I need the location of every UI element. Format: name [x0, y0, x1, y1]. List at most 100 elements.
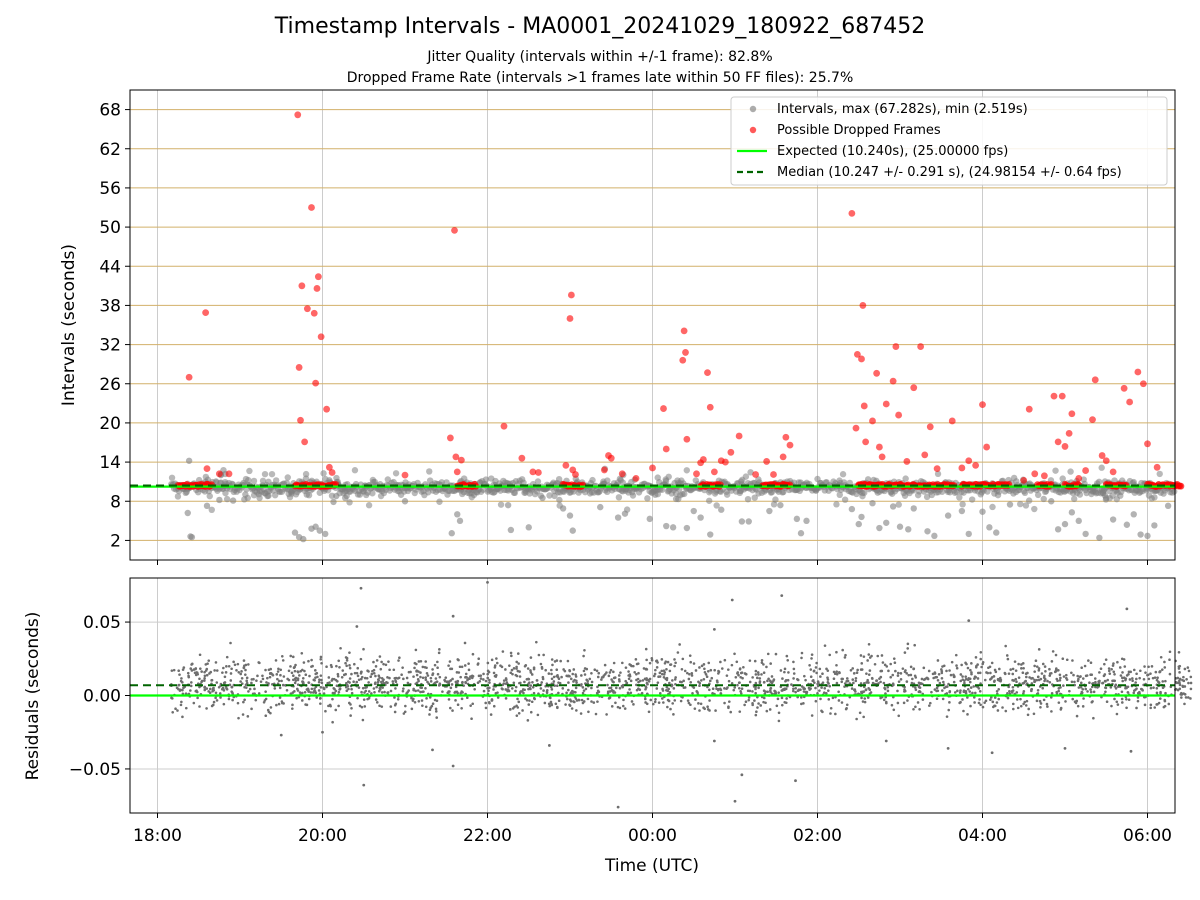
interval-point: [497, 501, 505, 508]
residual-point: [282, 675, 286, 678]
residual-point: [1017, 662, 1020, 666]
residual-point: [706, 705, 709, 708]
residual-point: [734, 675, 738, 679]
interval-point: [896, 523, 904, 530]
residual-point: [559, 659, 562, 663]
residual-point: [600, 676, 604, 679]
interval-point: [552, 480, 560, 487]
residual-point: [717, 672, 720, 675]
residual-point: [1142, 677, 1146, 681]
residual-point: [762, 681, 766, 684]
interval-point: [203, 502, 211, 510]
residual-point: [1034, 659, 1038, 663]
residual-point: [595, 669, 599, 673]
residual-point: [827, 689, 830, 692]
residual-point: [820, 686, 823, 689]
dropped-frame-point: [534, 469, 542, 476]
residual-point: [1125, 607, 1129, 611]
residual-point: [680, 667, 684, 671]
residual-point: [293, 690, 296, 693]
residual-point: [862, 690, 866, 693]
residual-point: [1114, 687, 1118, 690]
residual-point: [687, 677, 691, 681]
residual-point: [664, 660, 668, 663]
residual-point: [758, 680, 762, 683]
residual-point: [1076, 704, 1080, 708]
residual-point: [940, 676, 944, 680]
residual-point: [917, 681, 921, 685]
residual-point: [655, 666, 659, 669]
residual-point: [210, 704, 214, 708]
residual-point: [945, 715, 949, 718]
residual-point: [884, 692, 887, 695]
residual-point: [784, 679, 787, 683]
residual-point: [998, 667, 1001, 671]
residual-point: [959, 689, 962, 692]
residual-point: [840, 701, 844, 704]
interval-point: [555, 475, 563, 483]
residual-point: [402, 677, 405, 681]
residual-point: [316, 675, 319, 679]
residual-point: [429, 706, 432, 710]
residual-point: [494, 673, 498, 677]
dropped-frame-point: [727, 448, 735, 456]
residual-point: [336, 672, 340, 676]
residual-point: [990, 751, 994, 755]
residual-point: [319, 657, 323, 661]
interval-point: [342, 494, 349, 502]
residual-point: [1070, 680, 1074, 684]
residual-point: [747, 696, 751, 699]
residual-point: [1104, 658, 1108, 661]
residual-point: [744, 673, 748, 676]
interval-point: [864, 476, 872, 483]
residual-point: [1062, 675, 1066, 678]
dropped-frame-point: [979, 401, 986, 409]
residual-point: [803, 674, 806, 678]
dropped-frame-point: [1031, 470, 1039, 478]
residual-point: [225, 655, 229, 659]
residual-point: [223, 675, 227, 679]
residual-point: [619, 671, 622, 674]
residual-point: [545, 691, 549, 695]
residual-point: [948, 701, 951, 704]
residual-point: [303, 669, 306, 673]
residual-point: [725, 687, 728, 691]
residual-point: [505, 678, 508, 682]
interval-point: [303, 491, 310, 498]
residual-point: [449, 686, 453, 690]
interval-point: [836, 477, 843, 484]
dropped-frame-point: [693, 470, 700, 478]
residual-point: [1132, 668, 1136, 672]
residual-point: [977, 687, 981, 690]
residual-point: [813, 681, 816, 684]
interval-point: [250, 492, 258, 499]
residual-point: [400, 673, 403, 677]
residual-point: [434, 707, 438, 711]
residual-point: [331, 720, 334, 724]
residual-point: [873, 662, 877, 666]
residual-point: [325, 665, 328, 669]
interval-point: [697, 514, 704, 521]
residual-point: [444, 676, 448, 679]
interval-point: [575, 489, 582, 496]
interval-point: [978, 489, 985, 496]
residual-point: [349, 714, 352, 717]
residual-point: [469, 675, 472, 678]
interval-point: [556, 496, 563, 504]
residual-point: [397, 659, 400, 662]
residual-point: [264, 714, 268, 718]
residual-point: [1135, 672, 1138, 676]
residual-point: [829, 712, 832, 715]
residual-point: [236, 701, 240, 705]
time-x-tick-label: 00:00: [628, 826, 677, 846]
residual-point: [800, 651, 804, 655]
residual-point: [540, 681, 544, 684]
residual-point: [662, 701, 665, 704]
residual-point: [676, 651, 680, 654]
residual-point: [870, 676, 874, 680]
residual-point: [193, 671, 197, 675]
residual-point: [1015, 698, 1019, 701]
residual-point: [1161, 680, 1165, 683]
residual-point: [781, 689, 784, 692]
residual-point: [922, 666, 926, 670]
